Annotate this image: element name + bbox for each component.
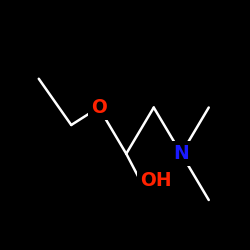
Text: N: N [174,144,189,163]
Text: O: O [91,98,107,117]
Text: OH: OH [140,170,172,190]
